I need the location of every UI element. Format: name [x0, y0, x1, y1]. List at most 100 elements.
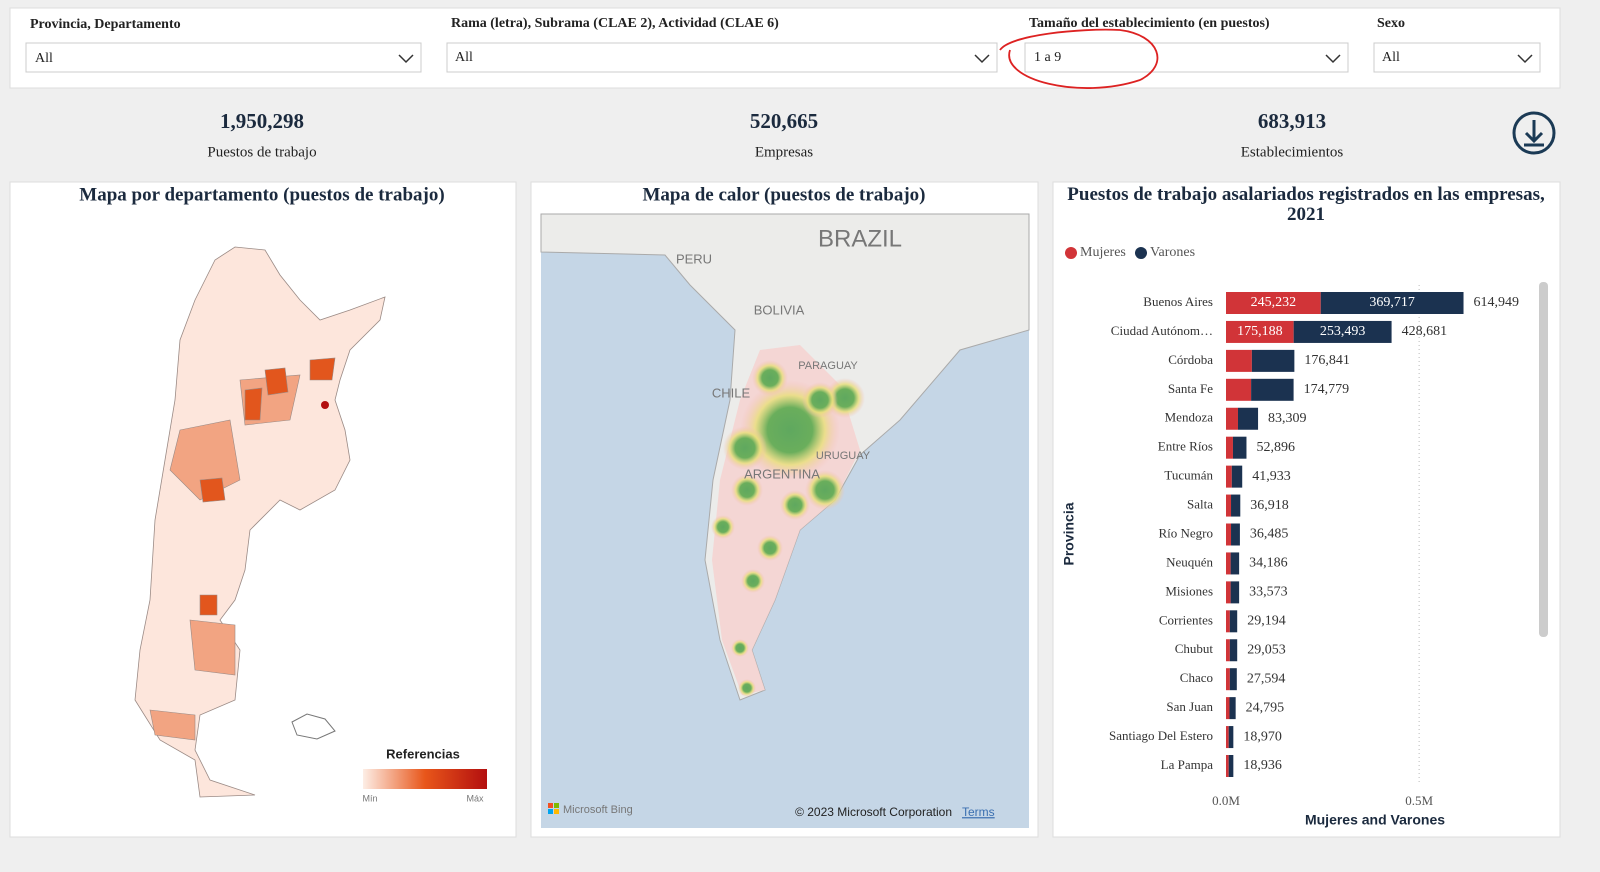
bar-segment [1231, 465, 1243, 488]
kpi-label: Empresas [755, 144, 813, 160]
heat-map [540, 213, 1030, 828]
y-tick-label: Santiago Del Estero [1109, 728, 1213, 743]
bar-segment [1226, 407, 1238, 430]
x-tick-label: 0.5M [1405, 793, 1433, 808]
map-label: URUGUAY [816, 450, 871, 462]
bar-segment [1226, 349, 1252, 372]
annotation-circle [999, 28, 1159, 89]
scale-min: Mín [362, 793, 377, 803]
y-tick-label: Buenos Aires [1143, 294, 1213, 309]
bar-segment [1229, 639, 1238, 662]
bar-segment [1229, 668, 1237, 691]
bar-segment [1226, 755, 1229, 777]
bar-segment [1229, 697, 1236, 720]
bar-segment [1226, 581, 1231, 604]
kpi-value: 520,665 [750, 109, 818, 133]
kpi-label: Establecimientos [1241, 144, 1344, 160]
bar-segment [1320, 292, 1464, 314]
y-tick-label: Córdoba [1168, 352, 1213, 367]
panel-title: Mapa de calor (puestos de trabajo) [642, 184, 925, 205]
total-label: 29,194 [1247, 614, 1286, 629]
map-label: PERU [676, 251, 712, 266]
legend-marker [1065, 247, 1077, 259]
legend-marker [1135, 247, 1147, 259]
map-provider: Microsoft Bing [563, 804, 633, 816]
bar-segment [1226, 436, 1233, 459]
bar-segment [1226, 320, 1294, 343]
legend-title: Referencias [386, 746, 460, 761]
y-tick-label: Corrientes [1159, 612, 1213, 627]
y-tick-label: Santa Fe [1168, 381, 1213, 396]
dropdown[interactable] [1373, 42, 1541, 73]
chevron [398, 54, 414, 64]
bar-segment [1226, 726, 1229, 749]
bar-segment [1293, 320, 1392, 343]
segment-label: 369,717 [1369, 295, 1415, 310]
map-label: BOLIVIA [754, 302, 805, 317]
terms-link[interactable]: Terms [962, 805, 995, 819]
total-label: 24,795 [1246, 700, 1285, 715]
bar-segment [1230, 581, 1240, 604]
bar-segment [1229, 610, 1238, 633]
total-label: 174,779 [1304, 382, 1350, 397]
bar-segment [1237, 407, 1259, 430]
filter-label: Provincia, Departamento [30, 17, 181, 32]
dropdown[interactable] [1024, 42, 1349, 73]
bar-segment [1231, 523, 1240, 546]
filter-label: Rama (letra), Subrama (CLAE 2), Activida… [451, 16, 779, 31]
x-tick-label: 0.0M [1212, 793, 1240, 808]
download-button[interactable] [1512, 111, 1556, 155]
kpi-value: 1,950,298 [220, 109, 304, 133]
total-label: 52,896 [1256, 440, 1295, 455]
bar-segment [1251, 349, 1295, 372]
bar-segment [1226, 292, 1321, 314]
panel-title: Mapa por departamento (puestos de trabaj… [79, 184, 444, 205]
total-label: 176,841 [1304, 353, 1350, 368]
bar-segment [1226, 378, 1252, 401]
total-label: 18,936 [1243, 758, 1282, 773]
y-tick-label: Misiones [1165, 583, 1213, 598]
total-label: 29,053 [1247, 642, 1286, 657]
bar-segment [1226, 523, 1232, 546]
segment-label: 245,232 [1251, 295, 1297, 310]
total-label: 33,573 [1249, 585, 1288, 600]
chart-title: Puestos de trabajo asalariados registrad… [1067, 184, 1545, 225]
total-label: 18,970 [1243, 729, 1282, 744]
kpi-value: 683,913 [1258, 109, 1326, 133]
y-axis-title: Provincia [1061, 502, 1077, 565]
choropleth-map [134, 246, 386, 798]
y-tick-label: Salta [1187, 497, 1213, 512]
map-label: CHILE [712, 385, 751, 400]
y-tick-label: Chubut [1175, 641, 1214, 656]
total-label: 27,594 [1247, 671, 1286, 686]
scrollbar[interactable] [1539, 282, 1548, 637]
total-label: 428,681 [1402, 324, 1448, 339]
bar-segment [1226, 465, 1232, 488]
y-tick-label: Neuquén [1166, 554, 1213, 569]
bar-segment [1226, 668, 1230, 691]
map-label: PARAGUAY [798, 360, 858, 372]
bar-segment [1251, 378, 1294, 401]
y-tick-label: Mendoza [1165, 410, 1214, 425]
color-scale [363, 769, 487, 789]
x-axis-title: Mujeres and Varones [1305, 812, 1445, 828]
segment-label: 175,188 [1237, 324, 1283, 339]
total-label: 36,918 [1250, 498, 1289, 513]
total-label: 34,186 [1249, 556, 1288, 571]
scale-max: Máx [466, 793, 484, 803]
bar-segment [1228, 755, 1234, 777]
dropdown-value: All [455, 50, 473, 65]
bar-segment [1228, 726, 1234, 749]
dropdown[interactable] [446, 42, 998, 73]
dropdown[interactable] [25, 42, 422, 73]
bar-segment [1226, 494, 1232, 517]
chevron [974, 54, 990, 64]
bar-segment [1231, 494, 1241, 517]
kpi-label: Puestos de trabajo [207, 144, 316, 160]
y-tick-label: Entre Ríos [1158, 439, 1213, 454]
filter-label: Tamaño del establecimiento (en puestos) [1029, 16, 1270, 31]
legend-label: Mujeres [1080, 245, 1126, 260]
panel [1052, 181, 1561, 838]
